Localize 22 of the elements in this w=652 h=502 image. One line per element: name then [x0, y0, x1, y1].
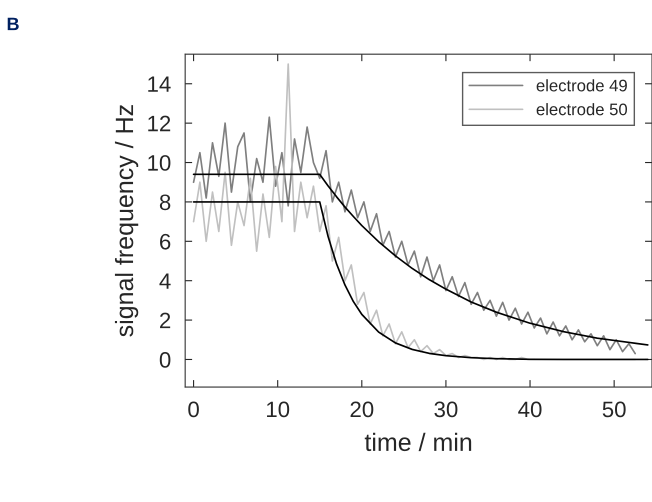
x-tick-label: 30: [434, 402, 458, 418]
y-tick-label: 2: [160, 312, 170, 328]
line-series: [192, 174, 649, 346]
x-tick-label: 50: [602, 402, 626, 418]
y-axis-title: signal frequency / Hz: [114, 105, 138, 337]
y-tick-label: 8: [160, 194, 170, 210]
y-tick-label: 6: [160, 234, 170, 250]
x-axis-title: time / min: [364, 432, 472, 452]
text: B: [8, 18, 19, 30]
line-series: [192, 116, 636, 354]
x-tick-label: 20: [350, 402, 374, 418]
y-tick-label: 4: [159, 273, 171, 289]
y-tick-label: 14: [148, 76, 171, 92]
y-tick-label: 10: [148, 155, 170, 171]
legend-label: electrode 49: [536, 79, 627, 92]
x-tick-label: 40: [518, 402, 542, 418]
x-tick-label: 10: [267, 402, 290, 418]
legend-label: electrode 50: [536, 103, 628, 116]
line-series: [192, 201, 649, 360]
x-tick-label: 0: [188, 402, 199, 418]
y-tick-label: 0: [160, 352, 170, 368]
y-tick-label: 12: [148, 116, 170, 132]
